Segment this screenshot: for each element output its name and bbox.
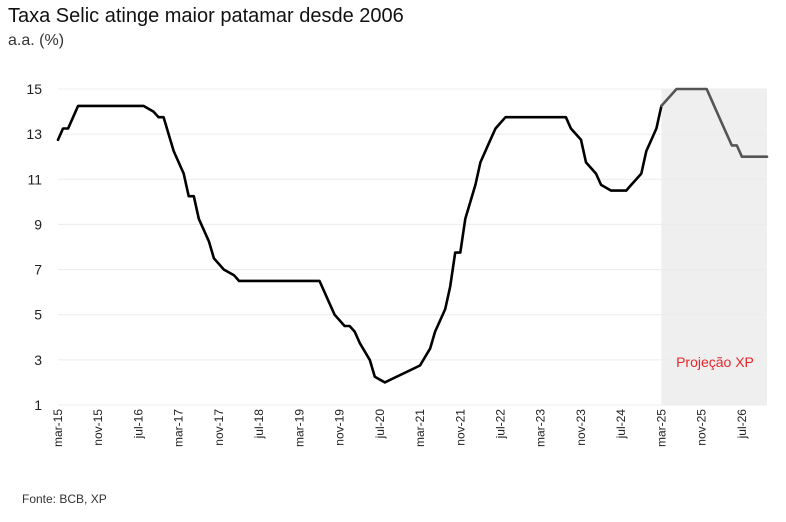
x-tick-label: nov-17 [212,409,226,446]
x-axis-ticks: mar-15 nov-15 jul-16 mar-17 nov-17 jul-18 mar-… [51,409,749,447]
x-tick-label: jul-26 [735,409,749,440]
y-tick-label: 3 [34,352,42,368]
x-tick-label: nov-15 [91,409,105,446]
x-tick-label: jul-20 [373,409,387,440]
historical-series-line [56,104,663,384]
projection-shaded-area [661,89,767,405]
x-tick-label: nov-25 [695,409,709,446]
x-tick-label: mar-21 [413,409,427,447]
x-tick-label: mar-19 [292,409,306,447]
x-tick-label: nov-23 [574,409,588,446]
y-tick-label: 1 [34,397,42,413]
x-tick-label: jul-16 [131,409,145,440]
y-tick-label: 13 [26,126,42,142]
x-tick-label: mar-23 [534,409,548,447]
chart-title: Taxa Selic atinge maior patamar desde 20… [8,5,404,27]
source-note: Fonte: BCB, XP [22,492,107,506]
y-tick-label: 15 [26,81,42,97]
x-tick-label: jul-22 [493,409,507,440]
x-tick-label: nov-21 [453,409,467,446]
chart-subtitle: a.a. (%) [8,32,65,49]
x-tick-label: nov-19 [333,409,347,446]
x-tick-label: mar-17 [172,409,186,447]
x-tick-label: mar-25 [654,409,668,447]
grid-lines [58,88,767,406]
y-tick-label: 7 [34,262,42,278]
x-tick-label: jul-24 [614,409,628,440]
x-tick-label: jul-18 [252,409,266,440]
y-tick-label: 5 [34,307,42,323]
y-tick-label: 9 [34,216,42,232]
series-lines [56,87,769,384]
projection-label: Projeção XP [676,354,754,370]
projection-series-line [660,87,769,158]
y-tick-label: 11 [27,171,42,187]
x-tick-label: mar-15 [51,409,65,447]
